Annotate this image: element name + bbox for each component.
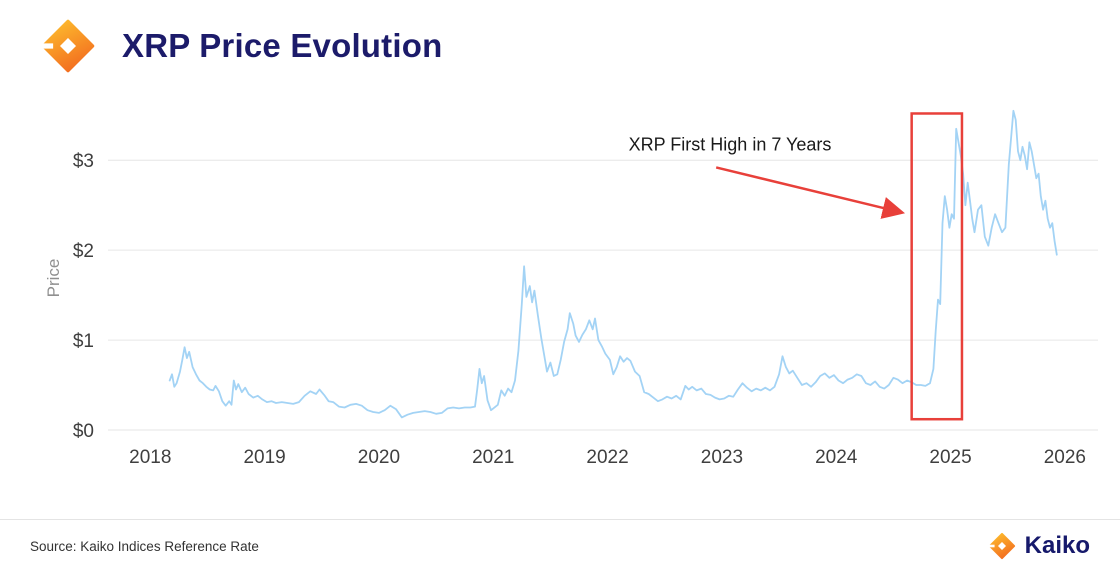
annotation-label: XRP First High in 7 Years [628,134,832,155]
annotation-arrow [715,166,906,219]
x-tick-label: 2018 [129,447,171,468]
kaiko-logo-icon-small [987,532,1015,560]
y-tick-label: $0 [73,421,94,442]
x-tick-label: 2021 [472,447,514,468]
x-tick-label: 2023 [701,447,743,468]
x-tick-label: 2022 [586,447,628,468]
x-tick-label: 2025 [929,447,971,468]
x-tick-label: 2026 [1044,447,1086,468]
footer-divider [0,519,1120,520]
y-tick-label: $3 [73,151,94,172]
kaiko-brand: Kaiko [987,532,1090,560]
chart-canvas: $0 $1 $2 $3 2018 2019 2020 2021 2022 2023 2024 2025… [73,109,1098,468]
y-tick-label: $2 [73,241,94,262]
brand-name: Kaiko [1024,532,1090,559]
x-tick-label: 2019 [243,447,285,468]
x-tick-label: 2020 [358,447,400,468]
footer: Source: Kaiko Indices Reference Rate Kai… [0,520,1120,560]
page-title: XRP Price Evolution [122,27,443,64]
price-chart: $0 $1 $2 $3 2018 2019 2020 2021 2022 2023 2024 2025… [0,90,1120,485]
y-axis-label: Price [44,258,63,298]
y-tick-label: $1 [73,331,94,352]
kaiko-logo-icon [40,19,95,73]
price-line [168,109,1058,419]
highlight-box [910,112,964,421]
header: XRP Price Evolution [0,0,1120,74]
source-text: Source: Kaiko Indices Reference Rate [30,538,259,554]
x-tick-label: 2024 [815,447,858,468]
